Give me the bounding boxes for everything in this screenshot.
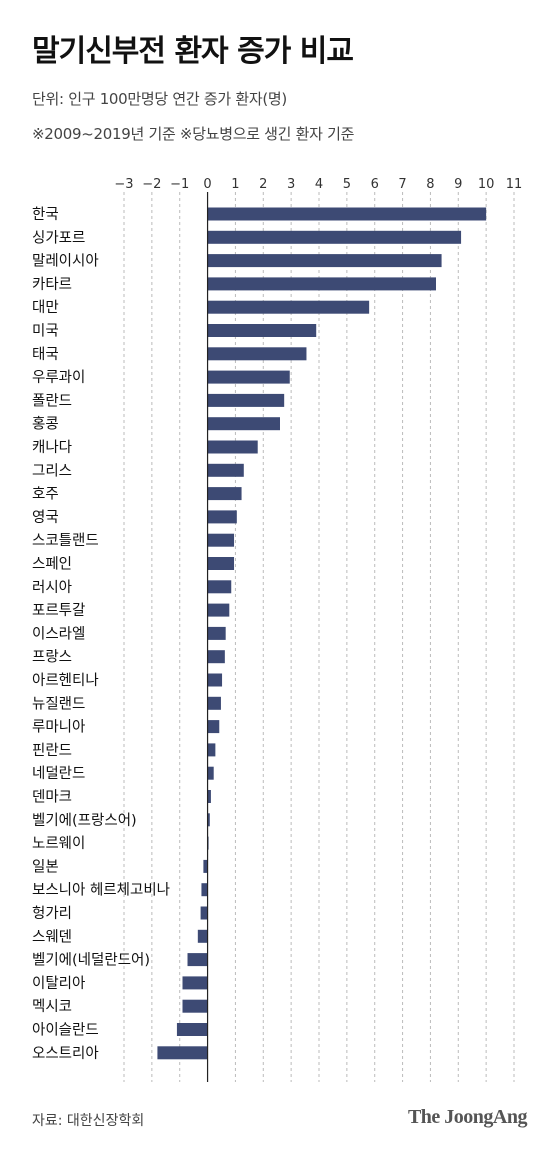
- x-tick-label: 1: [231, 177, 239, 192]
- category-label: 멕시코: [32, 998, 72, 1015]
- category-label: 포르투갈: [32, 602, 85, 619]
- category-label: 일본: [32, 858, 59, 875]
- bar: [201, 883, 208, 897]
- category-label: 핀란드: [32, 742, 72, 759]
- x-tick-label: −3: [114, 177, 133, 192]
- bar: [197, 929, 208, 943]
- x-tick-label: 5: [343, 177, 351, 192]
- bar: [203, 859, 208, 873]
- bar: [200, 906, 208, 920]
- bar: [207, 626, 226, 640]
- bar: [207, 487, 242, 501]
- category-label: 그리스: [32, 462, 72, 479]
- category-label: 노르웨이: [32, 835, 85, 852]
- bar: [207, 580, 232, 594]
- bar: [182, 999, 208, 1013]
- bar: [207, 720, 220, 734]
- category-label: 호주: [32, 487, 59, 503]
- x-tick-label: 2: [259, 177, 267, 192]
- bar: [207, 696, 221, 710]
- bar: [207, 370, 290, 384]
- x-tick-label: 7: [398, 177, 406, 192]
- category-label: 보스니아 헤르체고비나: [32, 882, 170, 899]
- bar: [176, 1023, 208, 1036]
- category-label: 미국: [32, 323, 59, 340]
- bar: [207, 324, 317, 337]
- category-label: 러시아: [32, 579, 72, 596]
- category-label: 홍콩: [32, 416, 59, 433]
- bar: [187, 953, 208, 967]
- bar: [157, 1046, 208, 1060]
- category-label: 아르헨티나: [32, 672, 99, 689]
- bar: [207, 813, 210, 827]
- category-label: 이스라엘: [32, 625, 85, 642]
- category-label: 벨기에(네덜란드어): [32, 952, 150, 969]
- x-tick-label: 0: [203, 177, 211, 192]
- bar: [207, 766, 214, 780]
- brand-logo: The JoongAng: [407, 1106, 528, 1128]
- category-label: 말레이시아: [32, 253, 99, 270]
- bar: [207, 440, 258, 454]
- category-label: 네덜란드: [32, 765, 85, 782]
- category-label: 스웨덴: [32, 928, 72, 945]
- category-label: 덴마크: [32, 789, 72, 806]
- category-label: 루마니아: [32, 719, 85, 736]
- bar: [207, 207, 487, 221]
- page-title: 말기신부전 환자 증가 비교: [32, 34, 354, 69]
- bar: [207, 417, 280, 431]
- x-tick-label: 11: [506, 177, 523, 192]
- category-label: 싱가포르: [32, 229, 85, 246]
- bar: [207, 673, 223, 687]
- x-tick-label: 6: [371, 177, 379, 192]
- x-tick-label: 10: [478, 177, 495, 192]
- x-tick-label: 8: [426, 177, 434, 192]
- bar: [207, 463, 244, 477]
- bar: [207, 393, 285, 407]
- category-label: 뉴질랜드: [32, 695, 85, 712]
- x-tick-label: 3: [287, 177, 295, 192]
- bar: [207, 557, 235, 570]
- bar: [207, 300, 370, 314]
- category-label: 우루과이: [32, 369, 85, 386]
- category-label: 캐나다: [32, 439, 72, 456]
- category-label: 스페인: [32, 556, 72, 573]
- category-label: 폴란드: [32, 392, 72, 409]
- category-label: 벨기에(프랑스어): [32, 812, 137, 829]
- bar: [207, 603, 230, 617]
- category-label: 한국: [32, 206, 59, 223]
- x-tick-label: 9: [454, 177, 462, 192]
- category-label: 영국: [32, 509, 59, 526]
- x-tick-label: −2: [142, 177, 161, 192]
- source-credit: 자료: 대한신장학회: [32, 1113, 145, 1129]
- x-tick-label: −1: [170, 177, 189, 192]
- category-label: 스코틀랜드: [32, 532, 99, 549]
- x-tick-label: 4: [315, 177, 323, 192]
- bar: [207, 230, 462, 244]
- category-label: 카타르: [32, 276, 72, 293]
- category-label: 이탈리아: [32, 975, 85, 992]
- bar: [207, 790, 211, 803]
- chart-note: ※2009~2019년 기준 ※당뇨병으로 생긴 환자 기준: [32, 125, 355, 143]
- category-label: 태국: [32, 346, 59, 363]
- bar: [182, 976, 208, 990]
- bar: [207, 650, 225, 664]
- category-label: 아이슬란드: [32, 1022, 99, 1039]
- bar: [207, 254, 442, 268]
- bar-chart: −3 −2 −1 0 1 2 3 4 5 6 7 8 9 10 11 한국싱가포르말레이시아카타르대만미국태국…: [32, 177, 523, 1082]
- bar: [207, 743, 216, 757]
- bar: [207, 277, 436, 291]
- category-label: 오스트리아: [32, 1045, 99, 1062]
- bar: [207, 533, 235, 547]
- bar: [207, 510, 237, 524]
- bar: [207, 347, 307, 361]
- category-label: 대만: [32, 299, 59, 316]
- category-label: 프랑스: [32, 649, 72, 666]
- chart-subtitle: 단위: 인구 100만명당 연간 증가 환자(명): [32, 90, 287, 108]
- category-label: 헝가리: [32, 905, 72, 922]
